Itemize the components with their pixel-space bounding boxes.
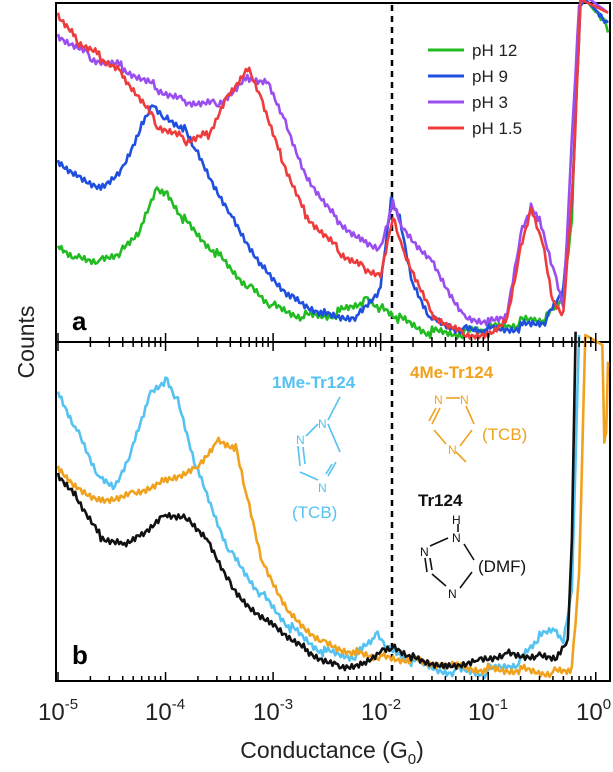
atom-n-4: N xyxy=(434,393,443,407)
panel-a-series xyxy=(56,0,610,340)
atom-n-7: N xyxy=(452,531,461,545)
molecule-1me-solvent: (TCB) xyxy=(292,503,337,522)
atom-n-5: N xyxy=(460,393,469,407)
series-line-ph-1-5 xyxy=(56,0,609,340)
x-tick-label-1e-5: 10-5 xyxy=(38,696,78,726)
x-axis-label-main: Conductance (G xyxy=(240,737,407,763)
x-tick-label-1e-2: 10-2 xyxy=(361,696,401,726)
y-axis-label: Counts xyxy=(13,306,39,379)
x-tick-exp: -5 xyxy=(65,696,78,713)
x-tick-base: 10 xyxy=(361,699,388,726)
series-line-tr124 xyxy=(56,331,577,672)
x-axis-label-close: ) xyxy=(416,737,424,763)
x-tick-exp: -4 xyxy=(172,696,185,713)
series-line-ph-3 xyxy=(56,0,609,327)
legend-label-ph3: pH 3 xyxy=(472,93,508,112)
x-tick-base: 10 xyxy=(145,699,172,726)
molecule-4me-name: 4Me-Tr124 xyxy=(410,363,494,382)
x-tick-base: 10 xyxy=(38,699,65,726)
x-tick-label-1e-4: 10-4 xyxy=(145,696,185,726)
atom-n-9: N xyxy=(448,587,457,601)
molecule-tr-name: Tr124 xyxy=(418,491,463,510)
x-tick-label-1e0: 100 xyxy=(576,696,611,726)
molecule-1me-name: 1Me-Tr124 xyxy=(272,373,356,392)
x-tick-base: 10 xyxy=(468,699,495,726)
x-tick-marks xyxy=(57,333,597,681)
molecule-4me-solvent: (TCB) xyxy=(482,425,527,444)
x-tick-label-1e-1: 10-1 xyxy=(468,696,508,726)
panel-label-b: b xyxy=(72,640,88,670)
atom-n-2: N xyxy=(318,417,327,431)
legend-label-ph15: pH 1.5 xyxy=(472,119,522,138)
legend-label-ph9: pH 9 xyxy=(472,67,508,86)
x-tick-base: 10 xyxy=(576,699,603,726)
atom-n-1: N xyxy=(296,433,305,447)
series-line-4me-tr124 xyxy=(56,333,610,679)
legend: pH 12 pH 9 pH 3 pH 1.5 xyxy=(428,41,522,138)
molecule-tr-structure-icon xyxy=(424,524,475,589)
molecule-tr124: Tr124 H N N N (DMF) xyxy=(418,491,526,601)
molecule-tr-solvent: (DMF) xyxy=(478,557,526,576)
molecule-1me-tr124: 1Me-Tr124 N N N (TCB) xyxy=(272,373,356,522)
atom-n-3: N xyxy=(318,481,327,495)
atom-n-8: N xyxy=(420,545,429,559)
molecule-4me-tr124: 4Me-Tr124 N N N (TCB) xyxy=(410,363,527,463)
series-line-ph-9 xyxy=(56,0,609,336)
x-tick-base: 10 xyxy=(253,699,280,726)
x-axis-label: Conductance (G0) xyxy=(240,737,424,768)
x-tick-exp: -1 xyxy=(495,696,508,713)
panel-b-series xyxy=(56,331,610,680)
atom-h: H xyxy=(452,513,461,527)
x-axis-label-sub: 0 xyxy=(408,751,416,768)
x-tick-label-1e-3: 10-3 xyxy=(253,696,293,726)
panel-label-a: a xyxy=(72,306,87,336)
atom-n-6: N xyxy=(448,443,457,457)
series-line-ph-12 xyxy=(56,0,610,340)
molecule-4me-structure-icon xyxy=(428,397,475,463)
molecule-1me-structure-icon xyxy=(297,396,341,481)
x-tick-exp: -2 xyxy=(388,696,401,713)
x-tick-exp: -3 xyxy=(280,696,293,713)
x-tick-exp: 0 xyxy=(603,696,611,713)
legend-label-ph12: pH 12 xyxy=(472,41,517,60)
